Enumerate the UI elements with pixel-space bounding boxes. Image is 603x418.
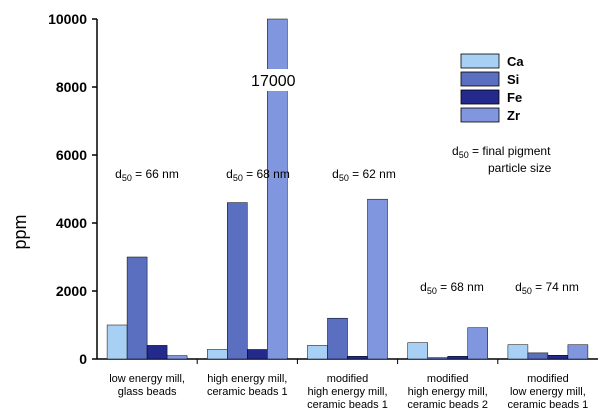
d50-label: d50 = 62 nm <box>332 167 396 183</box>
d50-label: d50 = 68 nm <box>226 167 290 183</box>
category-label: high energy mill, <box>207 373 287 385</box>
legend: Ca Si Fe Zr <box>460 53 524 123</box>
bar-si <box>327 317 348 360</box>
d50-label: d50 = 68 nm <box>420 280 484 296</box>
bar-ca <box>106 324 128 360</box>
legend-label-zr: Zr <box>507 108 520 123</box>
bar-ca <box>307 345 328 360</box>
bar-si <box>227 202 248 360</box>
bar-fe <box>247 349 268 360</box>
y-tick-label: 10000 <box>48 11 87 27</box>
axis-break-gap <box>235 69 320 91</box>
category-label: ceramic beads 1 <box>508 399 589 411</box>
category-label: ceramic beads 2 <box>407 399 488 411</box>
y-tick-label: 4000 <box>56 215 87 231</box>
bar-ca <box>407 342 428 360</box>
bar-si <box>427 357 448 360</box>
bar-fe <box>347 356 368 360</box>
legend-swatch-fe <box>460 89 500 105</box>
category-label: modified <box>327 373 369 385</box>
category-label: modified <box>527 373 569 385</box>
category-label: ceramic beads 1 <box>307 399 388 411</box>
bar-zr <box>567 344 589 360</box>
d50-label: d50 = 74 nm <box>515 280 579 296</box>
bar-ca <box>207 349 228 360</box>
bar-zr <box>166 355 188 360</box>
category-label: modified <box>427 373 469 385</box>
y-tick-label: 8000 <box>56 79 87 95</box>
bars <box>106 18 589 360</box>
note-line-1: d50 = final pigment <box>452 144 551 160</box>
legend-swatch-ca <box>460 53 500 69</box>
category-label: high energy mill, <box>307 386 387 398</box>
bar-si <box>527 352 549 360</box>
category-label: high energy mill, <box>408 386 488 398</box>
d50-label: d50 = 66 nm <box>115 167 179 183</box>
legend-label-si: Si <box>507 72 519 87</box>
category-label: ceramic beads 1 <box>207 386 288 398</box>
bar-zr <box>267 18 288 360</box>
break-value-label: 17000 <box>251 73 296 90</box>
bar-si <box>126 256 148 360</box>
bar-fe <box>547 355 569 360</box>
legend-label-ca: Ca <box>507 54 524 69</box>
bar-fe <box>146 345 168 360</box>
bar-ca <box>507 344 529 360</box>
y-tick-label: 0 <box>79 351 87 367</box>
note-line-2: particle size <box>488 161 552 175</box>
legend-swatch-si <box>460 71 500 87</box>
bar-fe <box>447 356 468 360</box>
legend-label-fe: Fe <box>507 90 522 105</box>
category-label: low energy mill, <box>510 386 586 398</box>
bar-zr <box>467 327 488 360</box>
y-tick-label: 6000 <box>56 147 87 163</box>
y-tick-label: 2000 <box>56 283 87 299</box>
legend-swatch-zr <box>460 107 500 123</box>
category-label: low energy mill, <box>109 373 185 385</box>
y-axis-title: ppm <box>10 214 30 249</box>
category-label: glass beads <box>118 386 177 398</box>
bar-zr <box>367 198 388 360</box>
